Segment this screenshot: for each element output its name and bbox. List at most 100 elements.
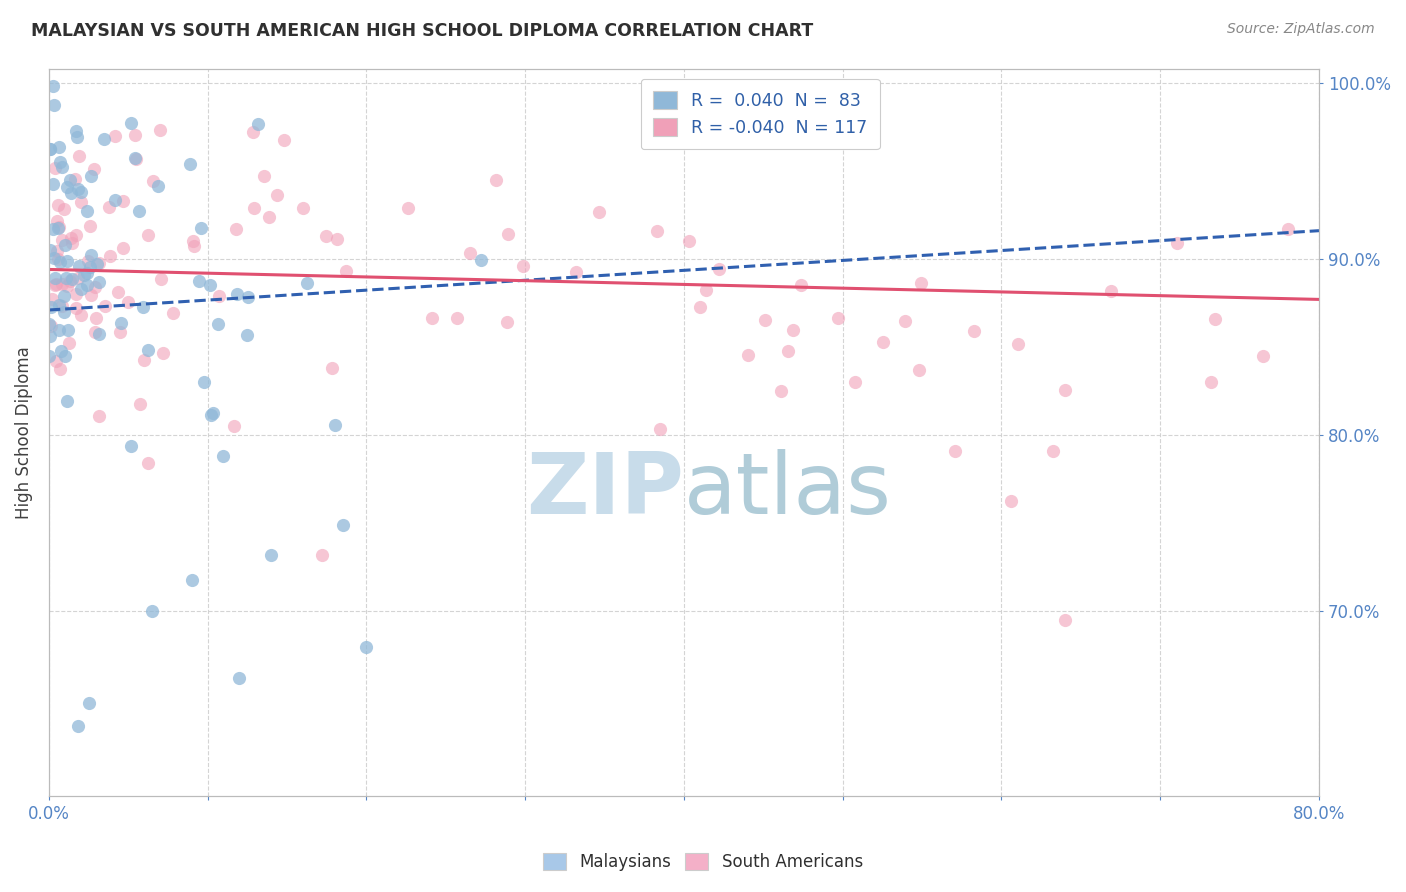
Point xyxy=(63,172,86,186)
Point xyxy=(150,272,173,286)
Point xyxy=(39,318,62,333)
Point xyxy=(321,360,343,375)
Point xyxy=(193,375,215,389)
Point xyxy=(260,548,283,562)
Point xyxy=(257,210,280,224)
Point xyxy=(963,324,986,338)
Point xyxy=(945,443,967,458)
Point xyxy=(42,222,65,236)
Point xyxy=(225,222,247,236)
Point xyxy=(70,185,93,199)
Point xyxy=(162,305,184,319)
Point xyxy=(1204,312,1226,326)
Point xyxy=(66,271,89,285)
Point xyxy=(242,201,264,215)
Point xyxy=(45,277,67,291)
Point xyxy=(200,408,222,422)
Point xyxy=(128,203,150,218)
Point xyxy=(893,314,915,328)
Point xyxy=(202,406,225,420)
Point xyxy=(76,204,98,219)
Point xyxy=(136,228,159,243)
Point xyxy=(496,227,519,242)
Point xyxy=(129,396,152,410)
Point xyxy=(236,327,259,342)
Point xyxy=(46,252,69,266)
Point xyxy=(76,266,98,280)
Point xyxy=(70,308,93,322)
Point xyxy=(53,238,76,252)
Point xyxy=(737,348,759,362)
Point xyxy=(1042,443,1064,458)
Point xyxy=(111,241,134,255)
Point xyxy=(198,278,221,293)
Point xyxy=(247,117,270,131)
Point xyxy=(38,328,60,343)
Point xyxy=(53,349,76,363)
Point xyxy=(124,128,146,142)
Point xyxy=(648,422,671,436)
Point xyxy=(141,604,163,618)
Point xyxy=(41,79,63,94)
Point xyxy=(87,255,110,269)
Point xyxy=(121,439,143,453)
Point xyxy=(695,283,717,297)
Point xyxy=(180,573,202,587)
Point xyxy=(485,173,508,187)
Point xyxy=(132,300,155,314)
Point xyxy=(65,286,87,301)
Point xyxy=(38,317,60,331)
Point xyxy=(49,255,72,269)
Point xyxy=(125,152,148,166)
Point xyxy=(59,173,82,187)
Point xyxy=(776,343,799,358)
Legend: R =  0.040  N =  83, R = -0.040  N = 117: R = 0.040 N = 83, R = -0.040 N = 117 xyxy=(641,78,880,149)
Point xyxy=(38,350,60,364)
Point xyxy=(149,123,172,137)
Point xyxy=(80,287,103,301)
Point xyxy=(51,299,73,313)
Point xyxy=(769,384,792,398)
Point xyxy=(42,98,65,112)
Point xyxy=(1000,493,1022,508)
Point xyxy=(39,243,62,257)
Text: ZIP: ZIP xyxy=(526,450,683,533)
Point xyxy=(111,194,134,208)
Point xyxy=(93,132,115,146)
Point xyxy=(1253,349,1275,363)
Point xyxy=(446,311,468,326)
Point xyxy=(59,275,82,289)
Point xyxy=(67,149,90,163)
Point xyxy=(689,300,711,314)
Point xyxy=(872,335,894,350)
Y-axis label: High School Diploma: High School Diploma xyxy=(15,346,32,519)
Point xyxy=(460,245,482,260)
Point xyxy=(80,169,103,183)
Point xyxy=(49,343,72,358)
Point xyxy=(181,234,204,248)
Point xyxy=(1007,337,1029,351)
Point xyxy=(107,285,129,300)
Point xyxy=(315,228,337,243)
Point xyxy=(72,268,94,282)
Point xyxy=(56,323,79,337)
Point xyxy=(124,151,146,165)
Point xyxy=(138,343,160,357)
Point xyxy=(1277,221,1299,235)
Point xyxy=(1053,613,1076,627)
Point xyxy=(48,362,70,376)
Point xyxy=(44,161,66,175)
Point xyxy=(332,518,354,533)
Point xyxy=(45,354,67,368)
Point xyxy=(1053,384,1076,398)
Point xyxy=(44,270,66,285)
Point xyxy=(59,186,82,200)
Text: MALAYSIAN VS SOUTH AMERICAN HIGH SCHOOL DIPLOMA CORRELATION CHART: MALAYSIAN VS SOUTH AMERICAN HIGH SCHOOL … xyxy=(31,22,813,40)
Point xyxy=(456,50,478,64)
Point xyxy=(55,270,77,285)
Point xyxy=(46,244,69,259)
Point xyxy=(827,310,849,325)
Point xyxy=(120,116,142,130)
Point xyxy=(224,418,246,433)
Point xyxy=(790,277,813,292)
